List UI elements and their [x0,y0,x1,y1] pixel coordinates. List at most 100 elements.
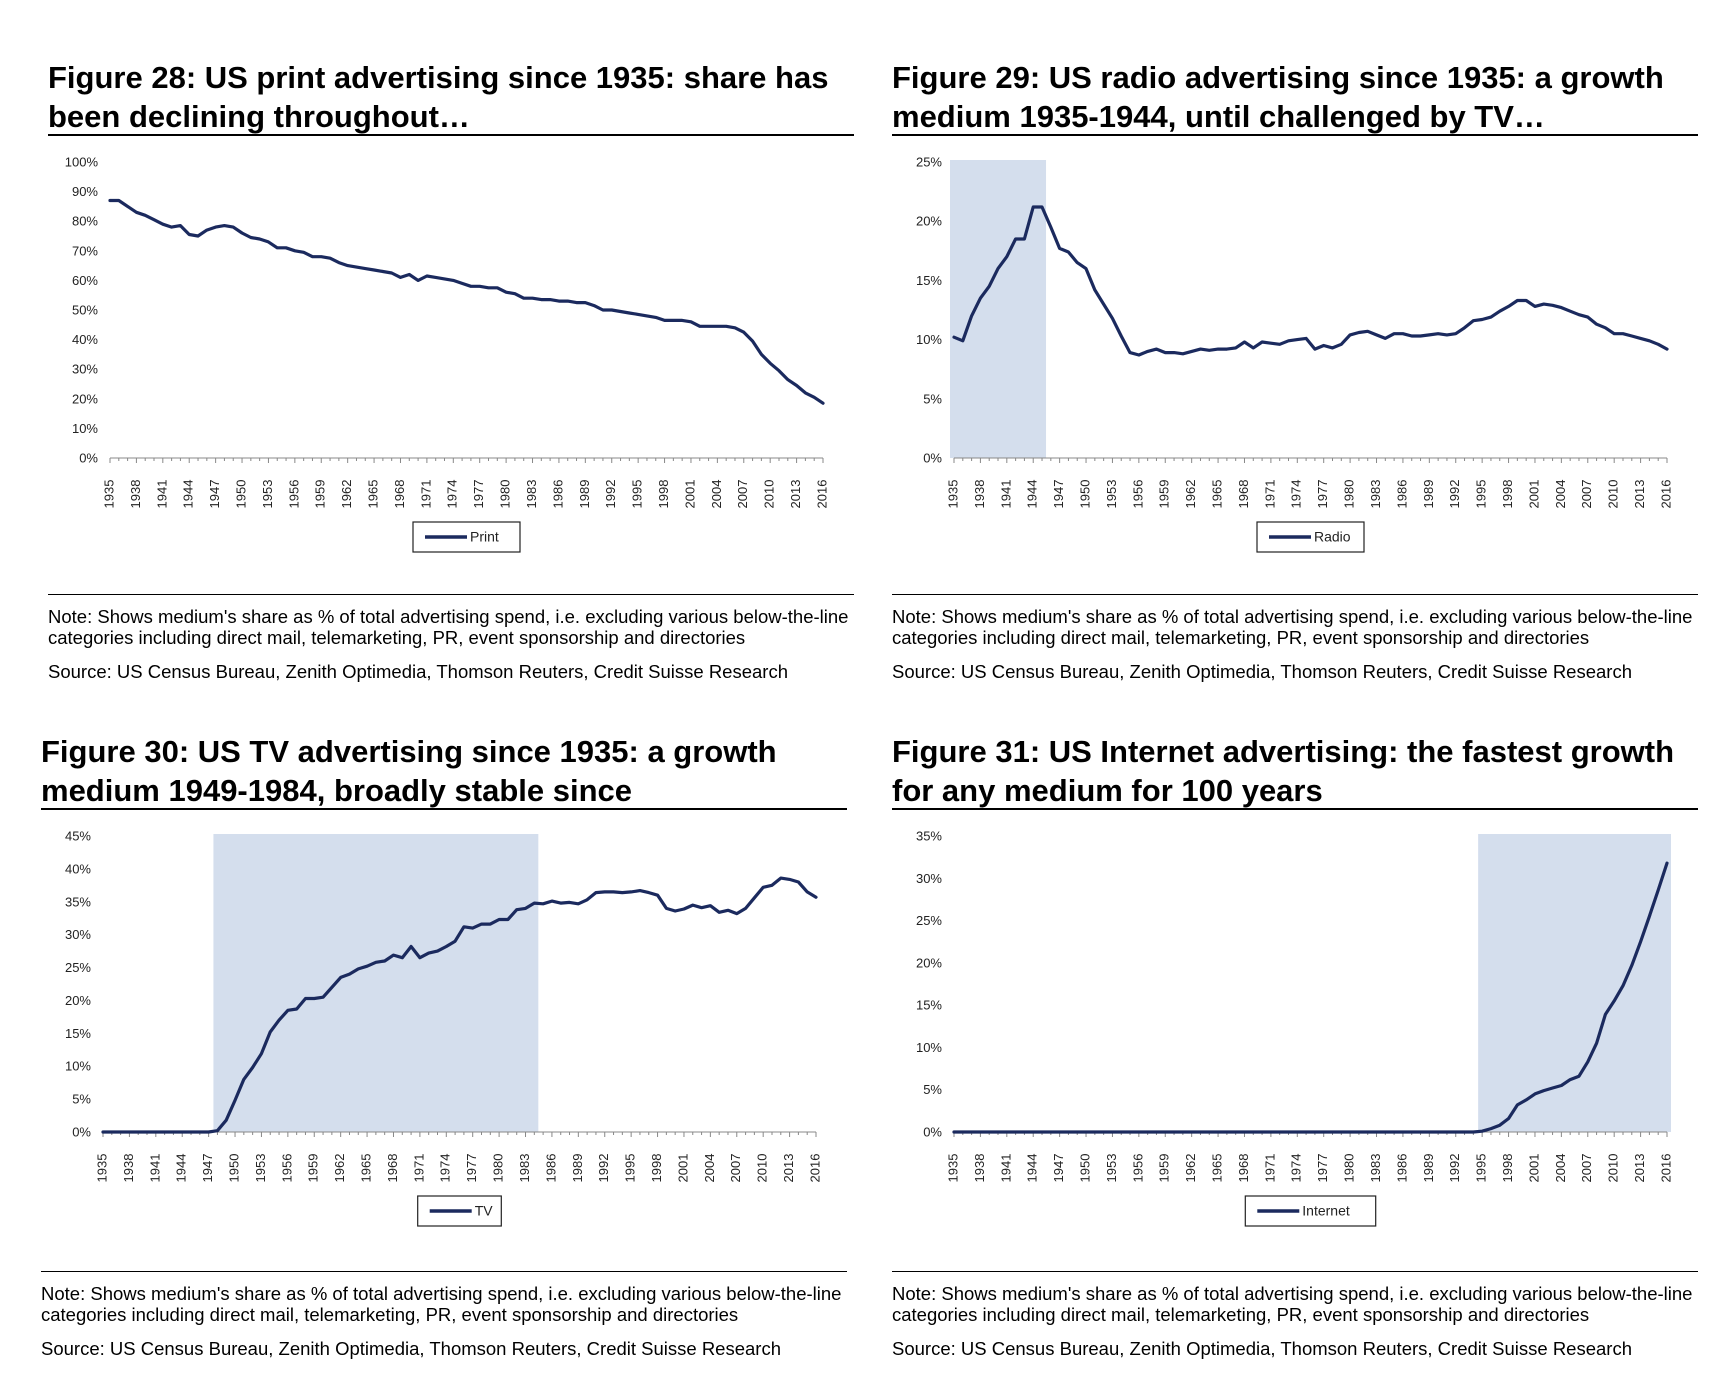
title-rule [48,134,854,136]
x-tick-label: 1998 [1500,1154,1515,1183]
legend-label: TV [475,1203,494,1219]
x-tick-label: 1974 [1289,480,1304,509]
x-tick-label: 1998 [649,1154,664,1183]
x-tick-label: 2013 [1632,1154,1647,1183]
x-tick-label: 2016 [1658,1154,1673,1183]
x-tick-label: 1986 [550,480,565,509]
y-tick-label: 20% [916,214,942,229]
x-tick-label: 1980 [1342,1154,1357,1183]
series-line [101,876,818,1134]
chart-source: Source: US Census Bureau, Zenith Optimed… [41,1338,781,1359]
title-rule [892,134,1698,136]
x-tick-label: 1992 [603,480,618,509]
x-tick-label: 2007 [1579,480,1594,509]
x-tick-label: 1971 [418,480,433,509]
x-tick-label: 1986 [543,1154,558,1183]
x-tick-label: 2007 [735,480,750,509]
chart-note: Note: Shows medium's share as % of total… [41,1283,842,1325]
x-tick-label: 2001 [675,1154,690,1183]
x-tick-label: 1995 [1474,1154,1489,1183]
chart-bottom-rule [892,594,1698,595]
x-tick-label: 1974 [1289,1154,1304,1183]
y-tick-label: 20% [72,391,98,406]
x-tick-label: 1989 [1421,480,1436,509]
y-tick-label: 70% [72,243,98,258]
x-tick-label: 1953 [1104,480,1119,509]
print-share-chart: 0% 10% 20% 30% 40% 50% 60% 70% 80% 90% 100% 1935 193… [65,155,829,553]
x-tick-label: 2010 [1606,480,1621,509]
x-tick-label: 1935 [945,1154,960,1183]
x-tick-label: 1968 [392,480,407,509]
y-tick-label: 0% [79,451,98,466]
x-tick-label: 1992 [596,1154,611,1183]
y-tick-label: 25% [916,913,942,928]
x-tick-label: 1956 [279,1154,294,1183]
y-tick-label: 80% [72,214,98,229]
x-tick-label: 1998 [1500,480,1515,509]
x-tick-label: 2001 [1526,1154,1541,1183]
x-tick-label: 1950 [1077,1154,1092,1183]
x-tick-label: 2013 [1632,480,1647,509]
x-tick-label: 1977 [1315,1154,1330,1183]
shaded-period [213,834,539,1132]
x-tick-label: 1983 [517,1154,532,1183]
x-tick-label: 1944 [1025,480,1040,509]
y-tick-label: 10% [65,1059,91,1074]
x-tick-label: 1995 [623,1154,638,1183]
tv-share-chart: 0% 5% 10% 15% 20% 25% 30% 35% 40% 45% 1935 1938 1941… [65,829,822,1227]
x-tick-label: 1935 [945,480,960,509]
y-tick-label: 0% [72,1125,91,1140]
x-tick-label: 1959 [1157,480,1172,509]
x-tick-label: 1986 [1394,480,1409,509]
x-tick-label: 2004 [1553,1154,1568,1183]
x-tick-label: 1968 [1236,480,1251,509]
y-tick-label: 5% [72,1092,91,1107]
x-tick-label: 1953 [1104,1154,1119,1183]
y-tick-label: 0% [923,1125,942,1140]
x-tick-label: 1995 [1474,480,1489,509]
x-tick-label: 1950 [226,1154,241,1183]
x-tick-label: 1971 [1262,480,1277,509]
y-tick-label: 5% [923,1082,942,1097]
y-tick-label: 25% [916,155,942,170]
title-rule [41,808,847,810]
figure-29-panel: Figure 29: US radio advertising since 19… [892,58,1698,688]
x-tick-label: 1983 [1368,480,1383,509]
y-tick-label: 30% [72,362,98,377]
x-tick-label: 1980 [491,1154,506,1183]
x-tick-label: 2001 [682,480,697,509]
x-tick-label: 1944 [181,480,196,509]
series-line [952,205,1669,357]
internet-share-chart: 0% 5% 10% 15% 20% 25% 30% 35% 1935 1938 1941 1944 19… [916,829,1673,1227]
y-tick-label: 15% [65,1026,91,1041]
legend-label: Internet [1302,1203,1350,1219]
y-tick-label: 45% [65,829,91,844]
y-tick-label: 20% [65,993,91,1008]
x-tick-label: 1962 [332,1154,347,1183]
figure-title: Figure 29: US radio advertising since 19… [892,60,1664,134]
x-tick-label: 1947 [200,1154,215,1183]
x-tick-label: 1977 [1315,480,1330,509]
x-tick-label: 1989 [570,1154,585,1183]
x-tick-label: 1941 [998,480,1013,509]
x-tick-label: 1971 [411,1154,426,1183]
radio-share-chart: 0% 5% 10% 15% 20% 25% 1935 1938 1941 1944 1947 1950… [916,155,1673,553]
y-tick-label: 5% [923,391,942,406]
legend: TV [417,1195,502,1227]
x-tick-label: 1947 [1051,480,1066,509]
y-tick-label: 25% [65,960,91,975]
x-tick-label: 2010 [762,480,777,509]
x-tick-label: 2013 [781,1154,796,1183]
y-tick-label: 60% [72,273,98,288]
x-tick-label: 1968 [385,1154,400,1183]
x-tick-label: 1974 [438,1154,453,1183]
x-tick-label: 1944 [1025,1154,1040,1183]
x-tick-label: 2004 [709,480,724,509]
x-tick-label: 2001 [1526,480,1541,509]
x-tick-label: 2016 [1658,480,1673,509]
shaded-period [1478,834,1671,1132]
x-tick-label: 1968 [1236,1154,1251,1183]
x-tick-label: 1992 [1447,1154,1462,1183]
legend: Internet [1244,1195,1377,1227]
x-tick-label: 1953 [260,480,275,509]
